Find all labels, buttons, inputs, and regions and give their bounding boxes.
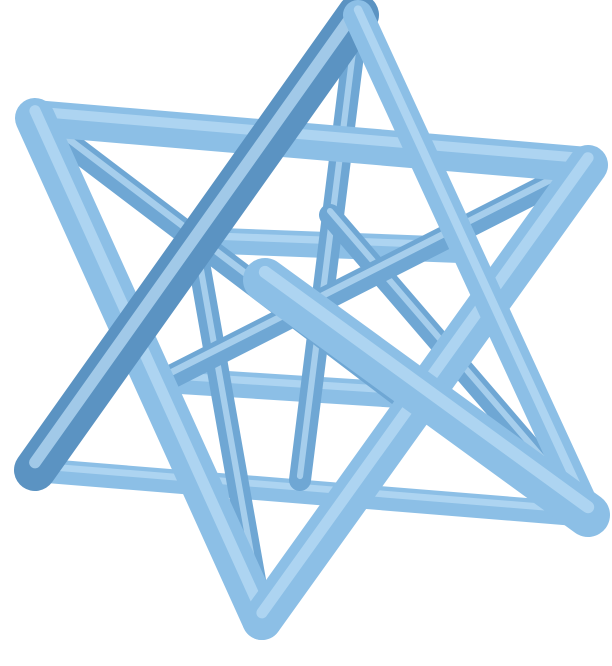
strut-top-horizontal: [17, 100, 606, 183]
strut-inner-horizontal-lower: [152, 367, 413, 408]
strut-top-to-right: [343, 0, 603, 530]
strut-bottom-horizontal: [23, 458, 600, 527]
front-struts: [14, 0, 610, 640]
strut-top-to-left: [14, 0, 379, 491]
strut-center-to-right: [243, 258, 610, 537]
strut-inner-diagonal-a: [289, 4, 369, 491]
strut-left-to-bottom: [15, 98, 282, 640]
strut-inner-diagonal-e: [153, 153, 600, 392]
